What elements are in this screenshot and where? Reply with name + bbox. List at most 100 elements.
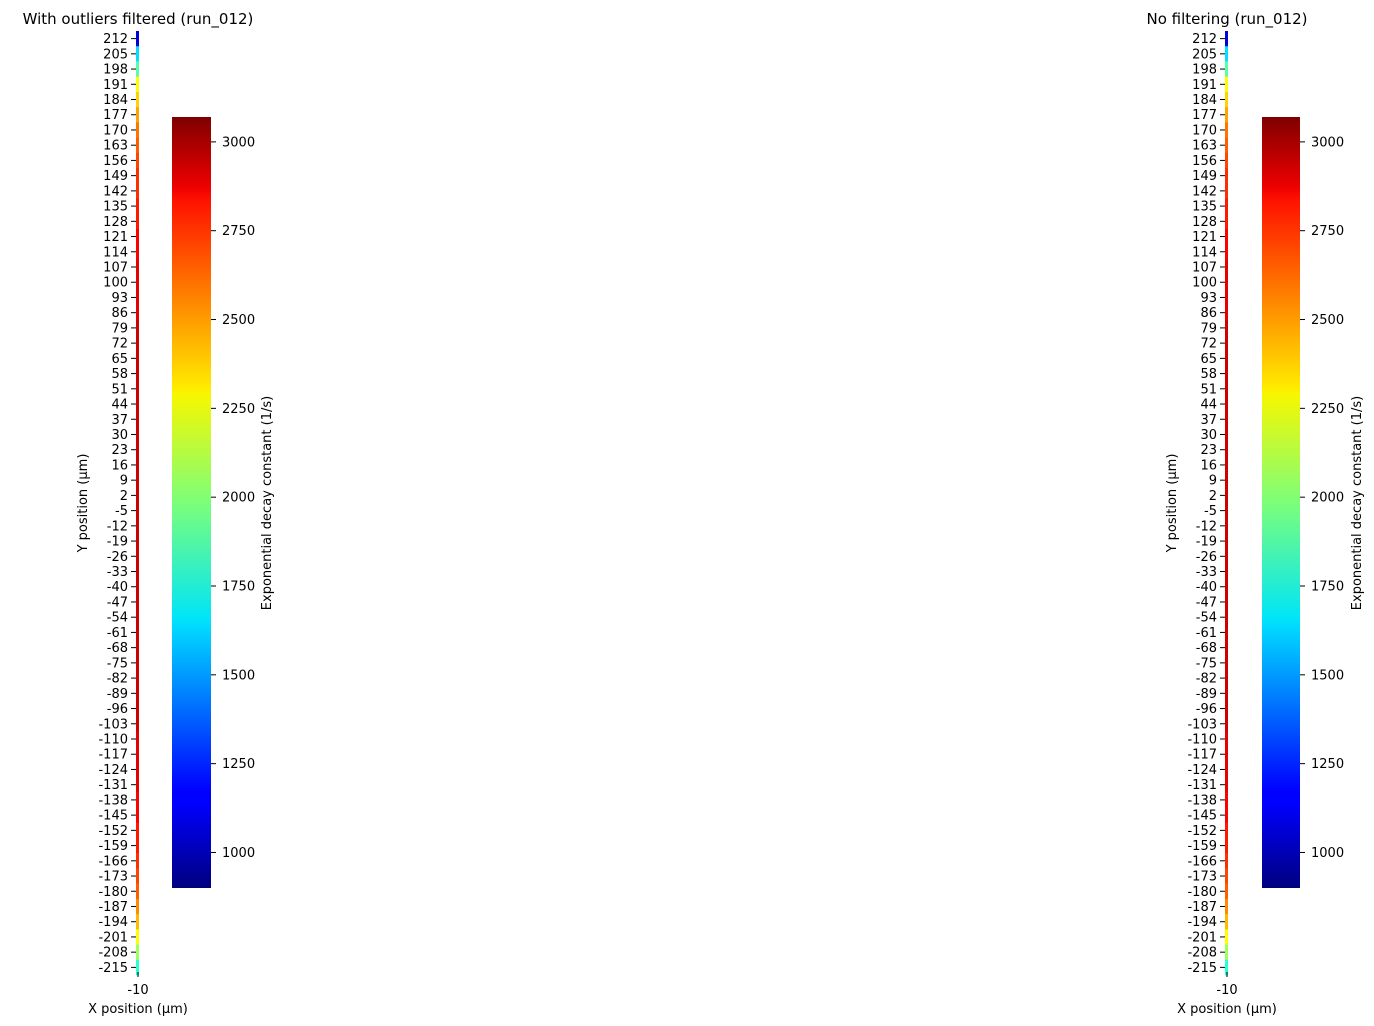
y-tick-label: 198: [1192, 63, 1217, 78]
y-tick-label: -26: [107, 550, 128, 565]
heatmap-cell: [1225, 91, 1228, 108]
heatmap-cell: [136, 655, 139, 671]
heatmap-cells: [1225, 31, 1228, 976]
heatmap-cell: [1225, 107, 1228, 123]
chart-title: No filtering (run_012): [1146, 10, 1307, 29]
y-tick-label: 107: [1192, 261, 1217, 276]
heatmap-cell: [136, 168, 139, 184]
heatmap-cell: [136, 609, 139, 626]
y-tick-label: 23: [111, 443, 128, 458]
y-tick-label: -40: [1196, 580, 1217, 595]
y-tick-label: -201: [1187, 930, 1217, 945]
heatmap-cell: [1225, 640, 1228, 656]
y-tick-label: -33: [107, 565, 128, 580]
heatmap-cell: [136, 213, 139, 230]
colorbar-tick-label: 1750: [222, 579, 255, 594]
y-tick-label: -54: [1196, 611, 1217, 626]
heatmap-cell: [1225, 213, 1228, 230]
y-tick-label: 93: [1200, 291, 1217, 306]
y-tick-label: 100: [103, 276, 128, 291]
y-tick-label: -138: [1187, 793, 1217, 808]
y-tick-label: -180: [98, 885, 128, 900]
heatmap-cell: [136, 700, 139, 717]
y-tick-label: 128: [103, 215, 128, 230]
heatmap-cell: [1225, 746, 1228, 763]
heatmap-cell: [1225, 320, 1228, 336]
heatmap-cell: [1225, 685, 1228, 702]
colorbar-tick-label: 1500: [1311, 668, 1344, 683]
y-tick-label: -82: [1196, 672, 1217, 687]
y-tick-label: 128: [1192, 215, 1217, 230]
heatmap-cell: [136, 853, 139, 869]
y-tick-label: 30: [1200, 428, 1217, 443]
y-tick-labels: 2122051981911841771701631561491421351281…: [98, 32, 136, 976]
heatmap-cell: [1225, 914, 1228, 930]
y-tick-label: 58: [111, 367, 128, 382]
heatmap-cell: [1225, 792, 1228, 808]
y-tick-label: 170: [103, 123, 128, 138]
y-tick-label: 163: [103, 139, 128, 154]
colorbar-label: Exponential decay constant (1/s): [1350, 396, 1365, 610]
heatmap-cell: [1225, 853, 1228, 869]
y-tick-label: -152: [1187, 824, 1217, 839]
y-tick-label: -180: [1187, 885, 1217, 900]
heatmap-cell: [136, 472, 139, 489]
heatmap-cell: [136, 837, 139, 854]
y-tick-label: 212: [103, 32, 128, 47]
y-tick-label: -124: [1187, 763, 1217, 778]
heatmap-cell: [136, 152, 139, 169]
y-tick-label: -12: [107, 519, 128, 534]
heatmap-cell: [1225, 259, 1228, 275]
heatmap-cell: [136, 503, 139, 519]
y-tick-label: 212: [1192, 32, 1217, 47]
y-tick-label: -19: [1196, 535, 1217, 550]
heatmap-cell: [136, 350, 139, 367]
panel-filtered: With outliers filtered (run_012) Y posit…: [23, 10, 275, 1017]
heatmap-cell: [136, 259, 139, 275]
heatmap-cell: [1225, 731, 1228, 747]
colorbar-tick-label: 2250: [1311, 402, 1344, 417]
y-tick-label: -103: [98, 717, 128, 732]
colorbar-gradient: [1262, 117, 1300, 888]
y-tick-label: 114: [103, 245, 128, 260]
y-tick-label: -68: [1196, 641, 1217, 656]
colorbar-tick-label: 2000: [222, 491, 255, 506]
heatmap-cell: [136, 731, 139, 747]
heatmap-cell: [1225, 365, 1228, 382]
heatmap-cell: [1225, 503, 1228, 519]
heatmap-cell: [136, 31, 139, 47]
heatmap-cell: [136, 396, 139, 412]
heatmap-cell: [1225, 883, 1228, 900]
heatmap-cell: [136, 198, 139, 215]
y-tick-label: -96: [107, 702, 128, 717]
heatmap-cell: [1225, 472, 1228, 489]
heatmap-cell: [1225, 609, 1228, 626]
y-tick-label: -103: [1187, 717, 1217, 732]
y-tick-label: -19: [107, 535, 128, 550]
y-tick-label: -131: [1187, 778, 1217, 793]
heatmap-cell: [1225, 822, 1228, 839]
colorbar-tick-label: 1000: [222, 846, 255, 861]
y-tick-label: -131: [98, 778, 128, 793]
x-tick-label: -10: [1216, 983, 1237, 998]
colorbar-tick-label: 3000: [1311, 135, 1344, 150]
y-tick-label: 114: [1192, 245, 1217, 260]
heatmap-cell: [136, 426, 139, 443]
y-tick-label: -117: [98, 748, 128, 763]
colorbar-tick-label: 2000: [1311, 491, 1344, 506]
heatmap-cell: [136, 91, 139, 108]
y-tick-label: -145: [98, 809, 128, 824]
heatmap-cell: [136, 411, 139, 428]
y-tick-label: 65: [1200, 352, 1217, 367]
y-tick-label: -47: [107, 595, 128, 610]
y-tick-label: 191: [1192, 78, 1217, 93]
y-tick-label: 72: [1200, 337, 1217, 352]
colorbar-tick-label: 1000: [1311, 846, 1344, 861]
y-tick-label: -159: [98, 839, 128, 854]
y-tick-label: -166: [1187, 854, 1217, 869]
y-tick-label: -68: [107, 641, 128, 656]
y-tick-label: 79: [1200, 321, 1217, 336]
heatmap-cell: [1225, 381, 1228, 397]
y-tick-label: 198: [103, 63, 128, 78]
colorbar-ticks: 1000 1250 1500 1750 2000 2250 2500 2750 3000: [211, 135, 255, 861]
